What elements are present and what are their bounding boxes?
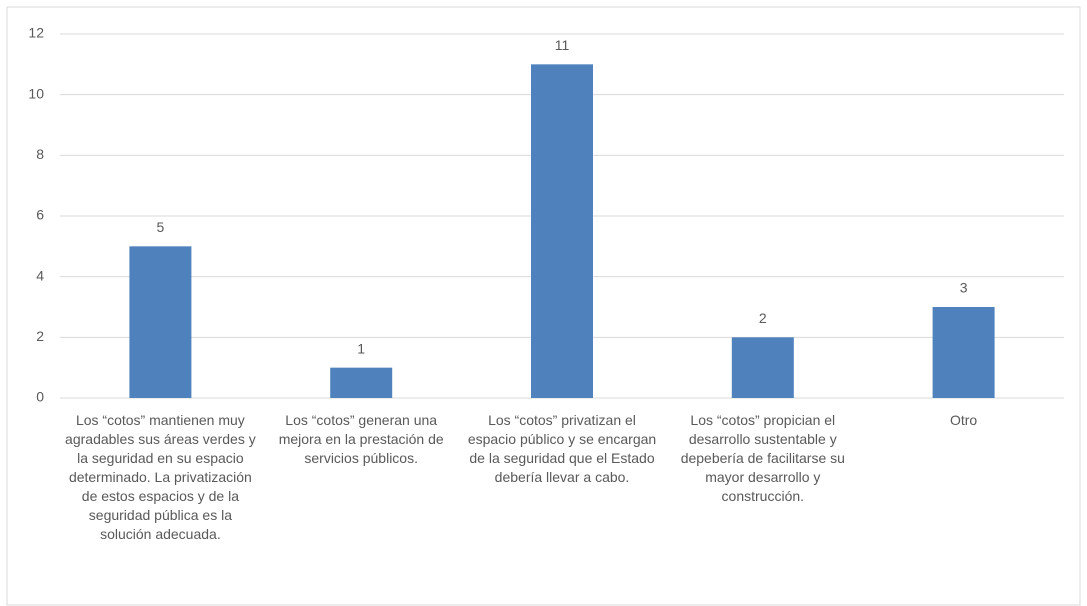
- x-tick-label: Los “cotos” mantienen muy agradables sus…: [65, 412, 256, 542]
- data-label: 3: [960, 280, 968, 296]
- y-tick-label: 2: [36, 328, 44, 344]
- bar: [731, 337, 794, 398]
- data-label: 11: [555, 37, 570, 53]
- bar: [129, 246, 192, 398]
- data-label: 2: [759, 310, 767, 326]
- x-tick-label: Los “cotos” generan una mejora en la pre…: [278, 412, 444, 466]
- bar: [330, 367, 393, 398]
- y-tick-label: 6: [36, 207, 44, 223]
- chart-frame: [6, 6, 1081, 606]
- x-tick-label: Otro: [949, 412, 978, 428]
- y-tick-label: 8: [36, 146, 44, 162]
- x-tick-label: Los “cotos” propician el desarrollo sust…: [680, 412, 845, 504]
- y-tick-label: 12: [28, 25, 44, 41]
- data-label: 5: [157, 219, 165, 235]
- bar: [531, 64, 593, 398]
- y-tick-label: 0: [36, 389, 44, 405]
- y-tick-label: 10: [28, 85, 44, 101]
- bar: [932, 307, 995, 398]
- x-tick-label: Los “cotos” privatizan el espacio públic…: [467, 412, 657, 485]
- y-tick-label: 4: [36, 267, 44, 283]
- data-label: 1: [357, 340, 365, 356]
